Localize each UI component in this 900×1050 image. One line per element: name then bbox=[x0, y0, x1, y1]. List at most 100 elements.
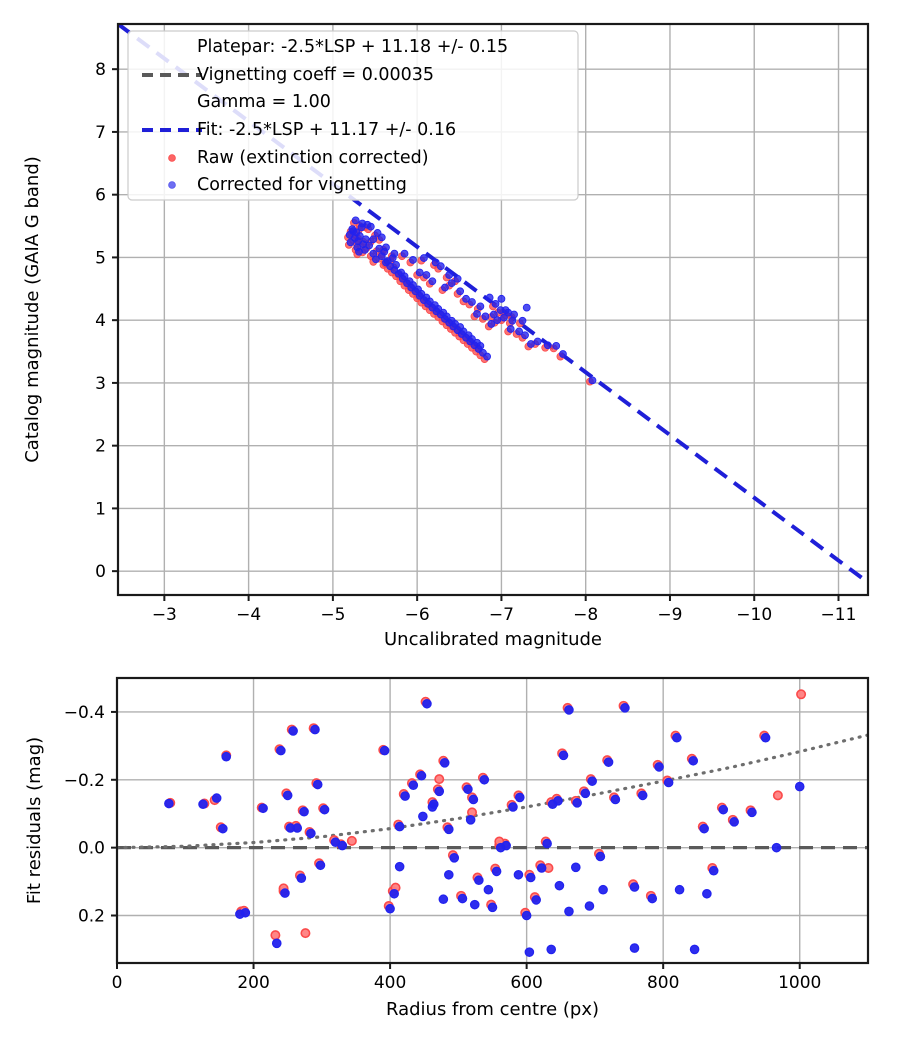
residual-point-corrected bbox=[282, 790, 293, 801]
residual-point-corrected bbox=[258, 803, 268, 814]
residual-point-corrected bbox=[760, 732, 771, 743]
residual-point-corrected bbox=[603, 757, 614, 767]
residual-point-corrected bbox=[218, 823, 228, 834]
residual-point-corrected bbox=[629, 882, 640, 892]
x-tick-label-top: −11 bbox=[821, 605, 857, 625]
residual-point-corrected bbox=[465, 815, 476, 825]
x-tick-label-bottom: 0 bbox=[112, 973, 123, 993]
data-point-corrected bbox=[382, 243, 390, 252]
y-tick-label-bottom: −0.4 bbox=[64, 703, 105, 723]
residual-point-corrected bbox=[288, 726, 298, 736]
data-point-corrected bbox=[487, 320, 496, 328]
fit-residuals-panel: 0 200 400 600 800 1000 0.2 0.0 −0.2 −0.4 Radius fr… bbox=[24, 676, 870, 1020]
residual-point-corrected bbox=[463, 784, 473, 795]
x-tick-label-top: −9 bbox=[657, 605, 682, 625]
residual-point-corrected bbox=[598, 884, 608, 895]
residual-point-corrected bbox=[595, 851, 606, 862]
residual-point-corrected bbox=[508, 802, 518, 812]
residual-point-corrected bbox=[531, 895, 541, 905]
residual-point-corrected bbox=[570, 862, 581, 873]
residual-point-corrected bbox=[389, 888, 399, 899]
data-point-corrected bbox=[493, 316, 502, 325]
data-point-corrected bbox=[518, 316, 527, 325]
data-point-corrected bbox=[361, 235, 370, 244]
residual-point-corrected bbox=[629, 943, 640, 953]
residual-point-corrected bbox=[610, 794, 621, 805]
data-point-corrected bbox=[447, 279, 456, 288]
data-point-corrected bbox=[436, 262, 445, 271]
data-point-corrected bbox=[588, 376, 597, 385]
residual-point-corrected bbox=[221, 751, 232, 762]
data-point-corrected bbox=[483, 352, 492, 361]
photometry-fit-panel: −3 −4 −5 −6 −7 −8 −9 −10 −11 0 1 2 3 4 5 6 7 8 Uncalibrate… bbox=[22, 22, 870, 650]
residual-point-corrected bbox=[474, 875, 484, 886]
data-point-corrected bbox=[366, 222, 375, 231]
residual-point-corrected bbox=[337, 840, 348, 851]
residual-point-corrected bbox=[418, 811, 428, 822]
residual-point-corrected bbox=[699, 823, 709, 834]
residual-point-corrected bbox=[310, 724, 320, 735]
residual-point-corrected bbox=[564, 906, 574, 917]
legend-entry-label: Corrected for vignetting bbox=[197, 175, 407, 195]
residual-point-corrected bbox=[637, 790, 648, 801]
residual-point-corrected bbox=[385, 903, 395, 914]
data-point-corrected bbox=[355, 247, 363, 256]
x-tick-label-top: −10 bbox=[736, 605, 772, 625]
residual-point-corrected bbox=[536, 863, 547, 873]
residual-point-corrected bbox=[449, 853, 460, 863]
residual-point-corrected bbox=[469, 899, 480, 910]
data-point-corrected bbox=[346, 238, 355, 247]
residual-point-corrected bbox=[524, 947, 535, 957]
residual-point-corrected bbox=[672, 732, 682, 743]
data-point-corrected bbox=[500, 313, 508, 322]
residual-point-corrected bbox=[468, 794, 479, 805]
data-point-corrected bbox=[521, 331, 529, 340]
residual-point-corrected bbox=[394, 861, 405, 872]
data-point-corrected bbox=[369, 235, 378, 244]
residual-point-corrected bbox=[553, 796, 563, 806]
residual-point-corrected bbox=[280, 888, 290, 898]
legend-dot-handle bbox=[168, 154, 176, 162]
residual-point-corrected bbox=[198, 799, 208, 810]
legend-top: Platepar: -2.5*LSP + 11.18 +/- 0.15 Vigne… bbox=[127, 30, 579, 201]
y-tick-label-bottom: 0.2 bbox=[78, 907, 105, 927]
residual-point-raw bbox=[346, 835, 357, 846]
x-tick-label-top: −7 bbox=[489, 605, 514, 625]
data-point-corrected bbox=[515, 327, 524, 336]
data-point-corrected bbox=[476, 302, 485, 311]
legend-dot-handle bbox=[168, 181, 176, 189]
residual-point-corrected bbox=[794, 781, 805, 792]
residual-point-corrected bbox=[587, 776, 597, 786]
residual-point-raw bbox=[270, 930, 281, 941]
residual-point-corrected bbox=[271, 938, 282, 949]
y-tick-label-top: 0 bbox=[95, 562, 106, 582]
residual-point-corrected bbox=[521, 910, 532, 921]
residual-point-corrected bbox=[620, 703, 630, 713]
data-point-corrected bbox=[390, 249, 399, 258]
data-point-corrected bbox=[409, 281, 417, 289]
residual-point-corrected bbox=[491, 866, 502, 877]
residual-point-corrected bbox=[434, 786, 445, 797]
residual-point-corrected bbox=[702, 888, 712, 899]
data-point-corrected bbox=[445, 271, 454, 279]
residual-point-corrected bbox=[479, 774, 490, 785]
y-tick-label-top: 7 bbox=[95, 123, 106, 143]
legend-entry-label: Gamma = 1.00 bbox=[197, 92, 331, 112]
x-tick-label-top: −8 bbox=[573, 605, 598, 625]
residual-point-corrected bbox=[487, 902, 498, 913]
data-point-corrected bbox=[552, 341, 561, 350]
data-point-corrected bbox=[491, 299, 500, 308]
x-tick-label-bottom: 600 bbox=[510, 973, 542, 993]
data-point-corrected bbox=[462, 294, 470, 303]
x-tick-label-top: −4 bbox=[236, 605, 261, 625]
residual-point-corrected bbox=[688, 755, 699, 766]
y-tick-label-bottom: −0.2 bbox=[64, 771, 105, 791]
y-tick-label-top: 2 bbox=[95, 437, 106, 457]
residual-point-raw bbox=[796, 689, 807, 700]
residual-point-corrected bbox=[319, 804, 330, 815]
residual-point-corrected bbox=[501, 840, 511, 851]
residual-point-corrected bbox=[558, 750, 569, 761]
data-point-corrected bbox=[409, 256, 417, 264]
data-point-corrected bbox=[415, 268, 424, 277]
